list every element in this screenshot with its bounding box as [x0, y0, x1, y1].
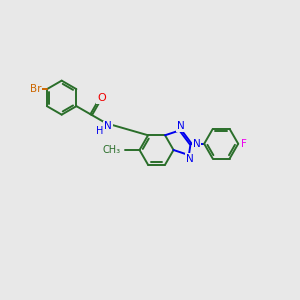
Text: O: O: [97, 93, 106, 103]
Text: CH₃: CH₃: [103, 145, 121, 155]
Text: H: H: [96, 126, 103, 136]
Text: N: N: [104, 122, 112, 131]
Text: N: N: [105, 123, 112, 133]
Text: H: H: [95, 127, 103, 137]
Text: N: N: [177, 121, 185, 131]
Text: N: N: [186, 154, 194, 164]
Text: F: F: [242, 139, 247, 149]
Text: N: N: [193, 139, 200, 149]
Text: Br: Br: [29, 84, 41, 94]
